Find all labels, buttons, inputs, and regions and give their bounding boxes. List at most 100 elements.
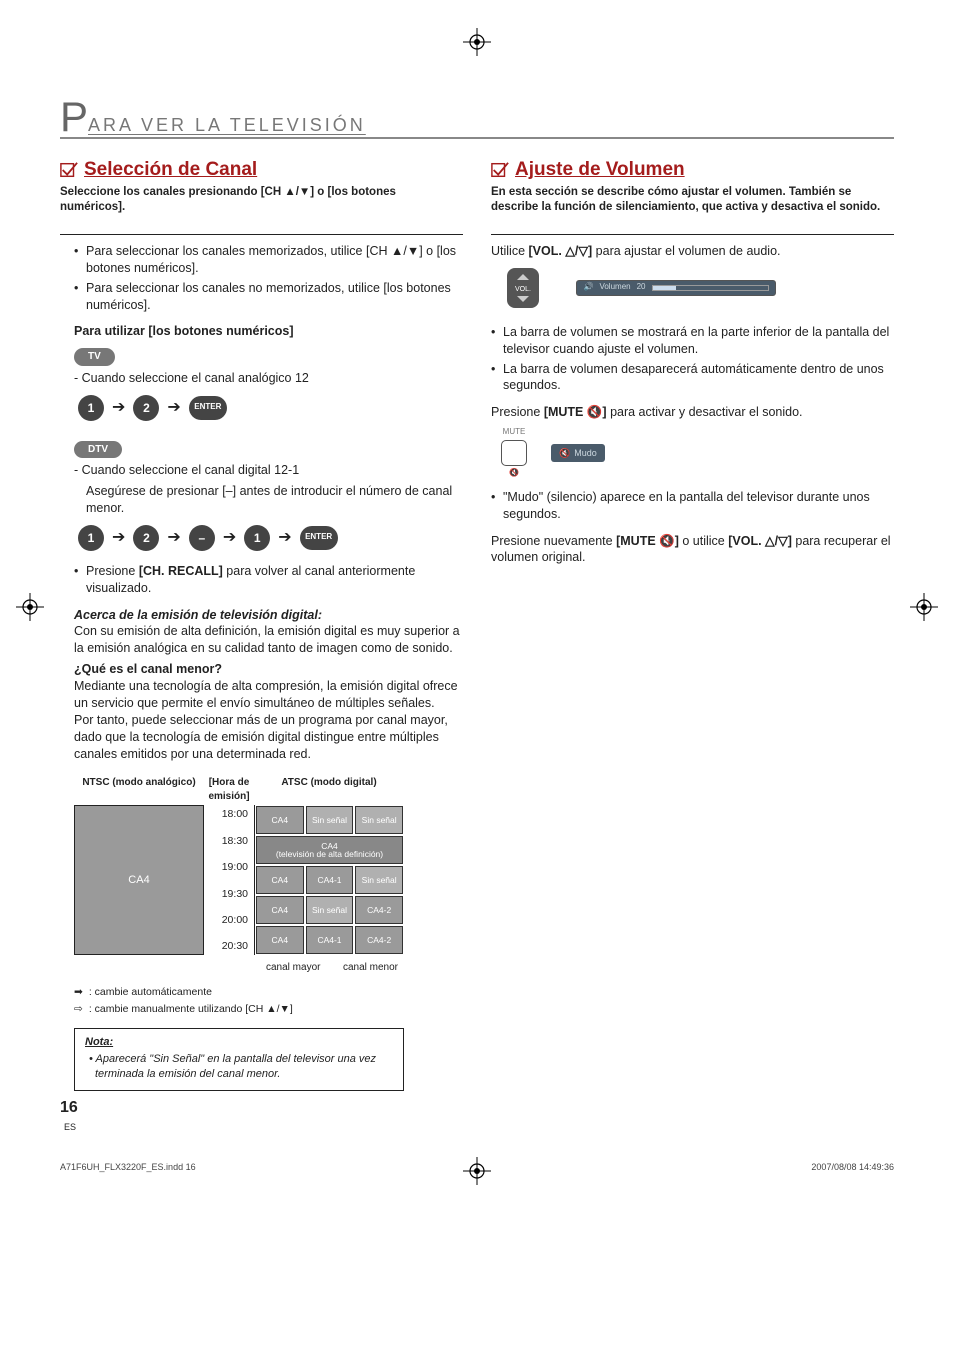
remote-dash-button[interactable]: – (189, 525, 215, 551)
recall-bullet: Presione [CH. RECALL] para volver al can… (74, 563, 463, 597)
digital-broadcast-head: Acerca de la emisión de televisión digit… (74, 607, 463, 624)
col-ntsc: NTSC (modo analógico) (74, 776, 204, 803)
remote-2-button[interactable]: 2 (133, 525, 159, 551)
col-time: [Hora de emisión] (204, 776, 254, 803)
vol-osd-bar: 🔊 Volumen 20 (576, 280, 776, 296)
note-box: Nota: • Aparecerá "Sin Señal" en la pant… (74, 1028, 404, 1091)
vol-rocker-icon[interactable]: VOL. (501, 266, 545, 310)
tv-instruction: - Cuando seleccione el canal analógico 1… (74, 370, 463, 387)
footer-file: A71F6UH_FLX3220F_ES.indd 16 (60, 1161, 196, 1173)
digital-broadcast-body: Con su emisión de alta definición, la em… (74, 623, 463, 657)
section-header: P ARA VER LA TELEVISIÓN (60, 100, 894, 139)
remote-1-button[interactable]: 1 (78, 525, 104, 551)
minor-channel-body2: Por tanto, puede seleccionar más de un p… (74, 712, 463, 763)
check-icon (60, 161, 78, 179)
page-number-block: 16 ES (60, 1097, 463, 1135)
mute-illustration: MUTE 🔇 🔇 Mudo (501, 427, 894, 479)
arrow-icon: ➔ (112, 397, 125, 419)
regmark-icon (463, 1157, 491, 1185)
tv-sequence: 1 ➔ 2 ➔ ENTER (78, 395, 463, 421)
regmark-icon (463, 28, 491, 56)
speaker-icon: 🔊 (583, 282, 593, 293)
mute-icon: 🔇 (509, 468, 519, 479)
regmark-icon (16, 593, 44, 621)
channel-selection-heading: Selección de Canal (60, 157, 463, 183)
bullet-item: Para seleccionar los canales memorizados… (74, 243, 463, 277)
arrow-icon: ➔ (112, 527, 125, 549)
left-column: Selección de Canal Seleccione los canale… (60, 153, 463, 1135)
ntsc-cell: CA4 (74, 805, 204, 955)
remote-1-button[interactable]: 1 (244, 525, 270, 551)
remote-enter-button[interactable]: ENTER (300, 526, 338, 550)
mudo-osd-badge: 🔇 Mudo (551, 444, 605, 462)
channel-intro: Seleccione los canales presionando [CH ▲… (60, 185, 463, 216)
tv-pill: TV (74, 348, 115, 366)
vol-instruction: Utilice [VOL. △/▽] para ajustar el volum… (491, 243, 894, 260)
divider (60, 234, 463, 235)
divider (491, 234, 894, 235)
right-column: Ajuste de Volumen En esta sección se des… (491, 153, 894, 1135)
unmute-instruction: Presione nuevamente [MUTE 🔇] o utilice [… (491, 533, 894, 567)
cell: Sin señal (355, 866, 403, 894)
heading-text: Ajuste de Volumen (515, 157, 685, 183)
page-number: 16 (60, 1099, 78, 1116)
cell: CA4 (256, 806, 304, 834)
cell: Sin señal (306, 896, 354, 924)
note-title: Nota: (85, 1035, 393, 1050)
dtv-pill: DTV (74, 441, 122, 459)
remote-enter-button[interactable]: ENTER (189, 396, 227, 420)
canal-menor-label: canal menor (343, 961, 398, 975)
cell: CA4-2 (355, 896, 403, 924)
atsc-grid: CA4 Sin señal Sin señal CA4 (televisión … (254, 805, 404, 955)
bullet-item: La barra de volumen se mostrará en la pa… (491, 324, 894, 358)
arrow-icon: ➔ (223, 527, 236, 549)
broadcast-table: NTSC (modo analógico) [Hora de emisión] … (74, 776, 463, 975)
cell: CA4 (256, 926, 304, 954)
numeric-buttons-head: Para utilizar [los botones numéricos] (74, 323, 463, 340)
volume-heading: Ajuste de Volumen (491, 157, 894, 183)
check-icon (491, 161, 509, 179)
canal-mayor-label: canal mayor (266, 961, 320, 975)
cell: CA4-2 (355, 926, 403, 954)
dtv-instruction-1: - Cuando seleccione el canal digital 12-… (74, 462, 463, 479)
volume-intro: En esta sección se describe cómo ajustar… (491, 185, 894, 216)
arrow-icon: ➔ (167, 527, 180, 549)
cell: CA4 (256, 866, 304, 894)
minor-channel-body1: Mediante una tecnología de alta compresi… (74, 678, 463, 712)
svg-text:VOL.: VOL. (515, 286, 531, 293)
mute-instruction: Presione [MUTE 🔇] para activar y desacti… (491, 404, 894, 421)
heading-text: Selección de Canal (84, 157, 257, 183)
footer-timestamp: 2007/08/08 14:49:36 (811, 1161, 894, 1173)
legend: ➡: cambie automáticamente ⇨: cambie manu… (74, 985, 463, 1016)
cell: CA4-1 (306, 866, 354, 894)
page: P ARA VER LA TELEVISIÓN Selección de Can… (0, 0, 954, 1213)
dtv-sequence: 1 ➔ 2 ➔ – ➔ 1 ➔ ENTER (78, 525, 463, 551)
cell: CA4-1 (306, 926, 354, 954)
cell: Sin señal (306, 806, 354, 834)
time-column: 18:00 18:30 19:00 19:30 20:00 20:30 (204, 805, 254, 955)
channel-instructions: Para seleccionar los canales memorizados… (60, 243, 463, 1091)
regmark-icon (910, 593, 938, 621)
note-body: • Aparecerá "Sin Señal" en la pantalla d… (85, 1052, 393, 1082)
bullet-item: Para seleccionar los canales no memoriza… (74, 280, 463, 314)
remote-2-button[interactable]: 2 (133, 395, 159, 421)
vol-illustration: VOL. 🔊 Volumen 20 (491, 260, 894, 316)
dtv-instruction-2: Asegúrese de presionar [–] antes de intr… (74, 483, 463, 517)
arrow-icon: ➔ (278, 527, 291, 549)
lang-label: ES (64, 1122, 76, 1132)
bullet-item: "Mudo" (silencio) aparece en la pantalla… (491, 489, 894, 523)
section-title-text: ARA VER LA TELEVISIÓN (88, 113, 366, 137)
cell: CA4 (256, 896, 304, 924)
arrow-outline-icon: ⇨ (74, 1002, 83, 1016)
minor-channel-q: ¿Qué es el canal menor? (74, 661, 463, 678)
arrow-icon: ➔ (167, 397, 180, 419)
mute-button[interactable]: MUTE 🔇 (501, 427, 527, 479)
remote-1-button[interactable]: 1 (78, 395, 104, 421)
bullet-item: La barra de volumen desaparecerá automát… (491, 361, 894, 395)
table-footer-labels: canal mayor canal menor (74, 961, 463, 975)
col-atsc: ATSC (modo digital) (254, 776, 404, 803)
cell: Sin señal (355, 806, 403, 834)
cell-wide: CA4 (televisión de alta definición) (256, 836, 403, 864)
arrow-solid-icon: ➡ (74, 985, 83, 999)
mute-badge-icon: 🔇 (559, 447, 570, 459)
